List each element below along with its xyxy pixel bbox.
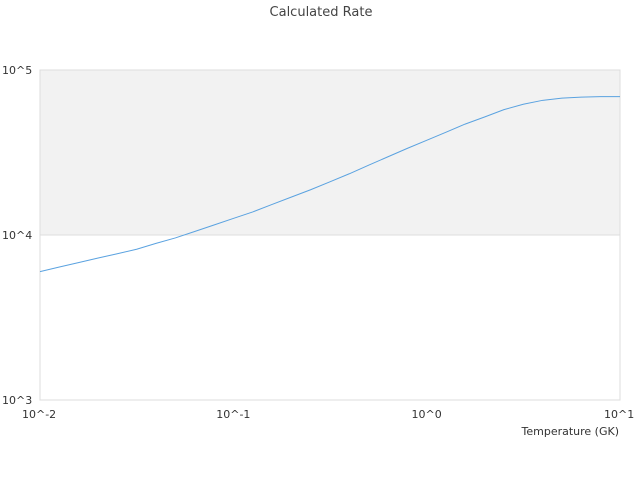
x-tick-label: 10^-1 [216, 408, 250, 421]
y-tick-label: 10^5 [2, 64, 32, 77]
x-tick-label: 10^-2 [22, 408, 56, 421]
y-tick-label: 10^3 [2, 394, 32, 407]
x-axis-label: Temperature (GK) [521, 425, 620, 438]
y-tick-label: 10^4 [2, 229, 32, 242]
series-line [39, 96, 620, 273]
chart-title: Calculated Rate [270, 5, 373, 20]
plot-area [39, 69, 621, 401]
shaded-band [40, 70, 620, 235]
x-tick-label: 10^0 [412, 408, 442, 421]
series-layer [39, 96, 620, 273]
x-axis-ticks: 10^-2 10^-1 10^0 10^1 [22, 408, 634, 421]
x-tick-label: 10^1 [604, 408, 634, 421]
y-axis-ticks: 10^3 10^4 10^5 [2, 64, 32, 407]
